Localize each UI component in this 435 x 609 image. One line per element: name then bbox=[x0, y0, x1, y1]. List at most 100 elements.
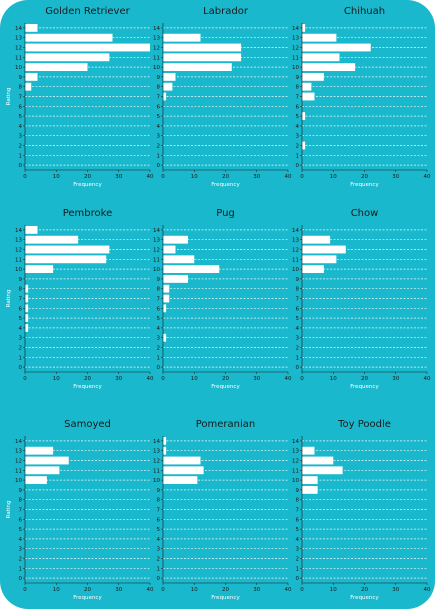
bar bbox=[302, 112, 306, 121]
x-tick-label: 30 bbox=[253, 376, 260, 382]
bar bbox=[25, 225, 38, 234]
bar bbox=[163, 33, 201, 42]
y-tick-label: 3 bbox=[296, 336, 300, 342]
y-tick-label: 4 bbox=[19, 537, 23, 543]
y-tick-label: 7 bbox=[296, 297, 300, 303]
bar bbox=[163, 436, 167, 445]
y-tick-label: 5 bbox=[19, 114, 23, 120]
bar bbox=[163, 265, 220, 274]
bar bbox=[25, 63, 88, 72]
y-tick-label: 14 bbox=[292, 228, 299, 234]
x-tick-label: 10 bbox=[330, 587, 337, 593]
y-tick-label: 9 bbox=[296, 277, 300, 283]
x-axis-label: Frequency bbox=[211, 182, 240, 188]
x-axis-label: Frequency bbox=[211, 595, 240, 601]
bar bbox=[25, 314, 29, 323]
y-tick-label: 10 bbox=[153, 267, 160, 273]
y-tick-label: 8 bbox=[296, 85, 300, 91]
bar bbox=[163, 82, 173, 91]
y-tick-label: 12 bbox=[153, 46, 160, 52]
y-tick-label: 11 bbox=[15, 468, 22, 474]
y-tick-label: 5 bbox=[157, 114, 161, 120]
y-tick-label: 2 bbox=[19, 557, 23, 563]
x-tick-label: 10 bbox=[330, 174, 337, 180]
y-tick-label: 14 bbox=[15, 439, 22, 445]
x-axis-label: Frequency bbox=[350, 182, 379, 188]
y-tick-label: 14 bbox=[292, 26, 299, 32]
y-tick-label: 3 bbox=[296, 134, 300, 140]
y-tick-label: 0 bbox=[19, 365, 23, 371]
y-tick-label: 12 bbox=[292, 248, 299, 254]
y-tick-label: 13 bbox=[292, 36, 299, 42]
y-tick-label: 11 bbox=[292, 468, 299, 474]
y-tick-label: 6 bbox=[157, 517, 161, 523]
y-tick-label: 5 bbox=[19, 527, 23, 533]
y-tick-label: 3 bbox=[157, 134, 161, 140]
y-tick-label: 14 bbox=[153, 439, 160, 445]
y-tick-label: 0 bbox=[296, 576, 300, 582]
bar bbox=[25, 304, 29, 313]
y-tick-label: 2 bbox=[296, 346, 300, 352]
y-tick-label: 14 bbox=[153, 228, 160, 234]
bar bbox=[302, 82, 312, 91]
bar bbox=[25, 323, 29, 332]
bar bbox=[163, 456, 201, 465]
bar bbox=[163, 43, 242, 52]
x-tick-label: 40 bbox=[147, 376, 154, 382]
y-tick-label: 7 bbox=[19, 297, 23, 303]
y-tick-label: 8 bbox=[19, 498, 23, 504]
y-tick-label: 11 bbox=[292, 257, 299, 263]
y-tick-label: 1 bbox=[296, 153, 300, 159]
x-tick-label: 20 bbox=[84, 174, 91, 180]
panel-title: Golden Retriever bbox=[45, 6, 130, 17]
y-tick-label: 2 bbox=[157, 346, 161, 352]
x-axis-label: Frequency bbox=[350, 384, 379, 390]
y-tick-label: 4 bbox=[19, 326, 23, 332]
y-axis-label: Rating bbox=[6, 501, 12, 519]
x-tick-label: 20 bbox=[222, 174, 229, 180]
y-tick-label: 6 bbox=[19, 306, 23, 312]
y-tick-label: 1 bbox=[19, 355, 23, 361]
panel-title: Pug bbox=[216, 208, 235, 219]
bar bbox=[302, 53, 340, 62]
y-tick-label: 7 bbox=[19, 95, 23, 101]
bar bbox=[163, 446, 167, 455]
x-tick-label: 20 bbox=[361, 376, 368, 382]
bar bbox=[302, 33, 337, 42]
y-tick-label: 0 bbox=[296, 163, 300, 169]
x-tick-label: 20 bbox=[222, 587, 229, 593]
y-tick-label: 7 bbox=[157, 297, 161, 303]
x-tick-label: 20 bbox=[361, 174, 368, 180]
bar bbox=[25, 294, 29, 303]
y-tick-label: 10 bbox=[153, 65, 160, 71]
x-tick-label: 40 bbox=[424, 376, 431, 382]
panel-title: Pomeranian bbox=[196, 419, 256, 430]
y-tick-label: 11 bbox=[153, 55, 160, 61]
y-tick-label: 3 bbox=[19, 336, 23, 342]
x-tick-label: 0 bbox=[300, 174, 304, 180]
y-tick-label: 7 bbox=[296, 508, 300, 514]
panel-title: Chow bbox=[351, 208, 379, 219]
x-tick-label: 40 bbox=[147, 587, 154, 593]
bar bbox=[25, 72, 38, 81]
x-tick-label: 0 bbox=[300, 376, 304, 382]
bar bbox=[25, 466, 60, 475]
x-tick-label: 0 bbox=[23, 174, 27, 180]
x-tick-label: 30 bbox=[392, 587, 399, 593]
x-tick-label: 20 bbox=[361, 587, 368, 593]
bar bbox=[163, 304, 167, 313]
y-tick-label: 8 bbox=[157, 85, 161, 91]
y-tick-label: 5 bbox=[157, 527, 161, 533]
y-tick-label: 2 bbox=[296, 144, 300, 150]
y-tick-label: 12 bbox=[153, 248, 160, 254]
y-tick-label: 9 bbox=[296, 488, 300, 494]
y-tick-label: 9 bbox=[19, 277, 23, 283]
y-tick-label: 8 bbox=[296, 287, 300, 293]
bar bbox=[25, 265, 54, 274]
y-tick-label: 13 bbox=[292, 238, 299, 244]
